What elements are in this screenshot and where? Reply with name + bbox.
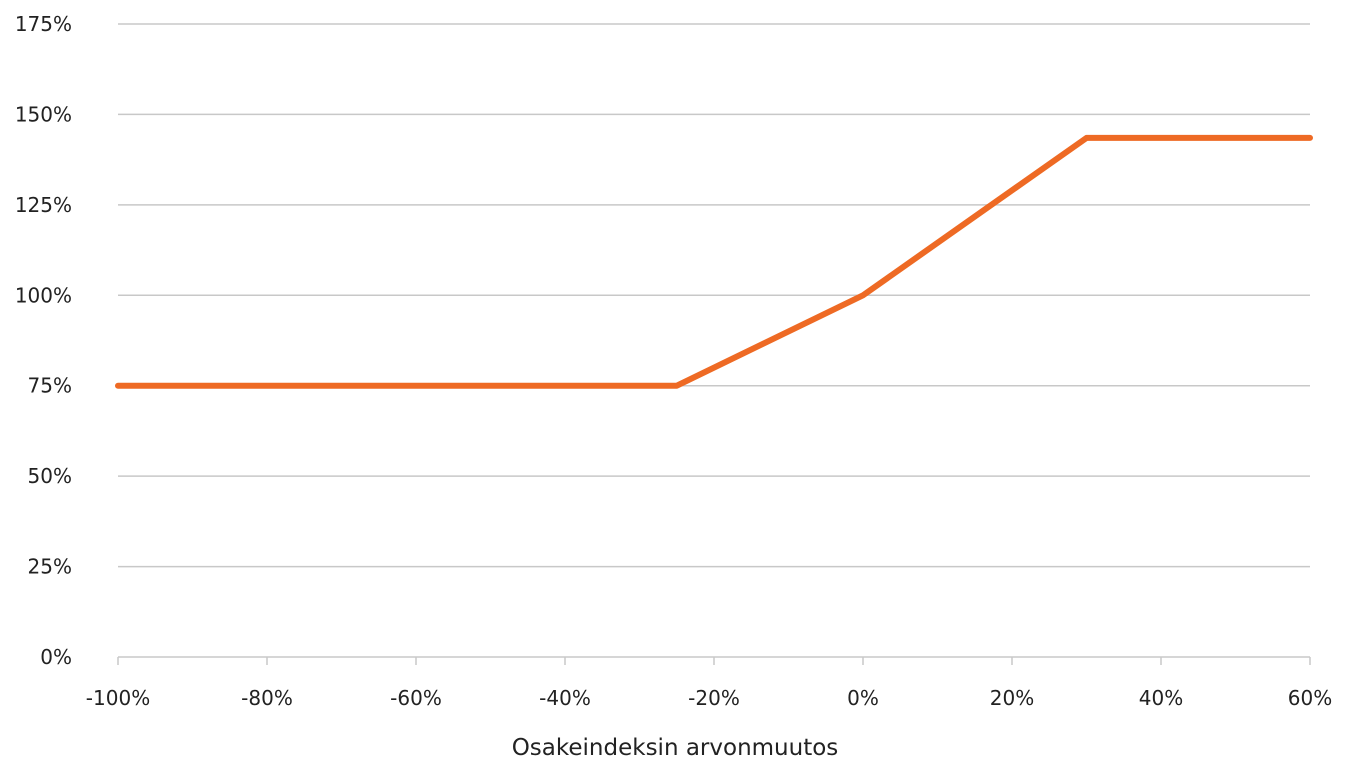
x-axis-tick-labels: -100% -80% -60% -40% -20% 0% 20% 40% 60% (86, 686, 1332, 710)
x-tick-label: -20% (688, 686, 740, 710)
y-tick-label: 100% (15, 283, 72, 307)
x-tick-label: 40% (1139, 686, 1183, 710)
y-tick-label: 25% (28, 555, 72, 579)
y-tick-label: 125% (15, 193, 72, 217)
x-tick-label: -80% (241, 686, 293, 710)
x-tick-label: 20% (990, 686, 1034, 710)
y-tick-label: 50% (28, 464, 72, 488)
y-tick-label: 0% (40, 645, 72, 669)
x-axis-ticks (117, 657, 1311, 665)
x-tick-label: -40% (539, 686, 591, 710)
y-axis-tick-labels: 0% 25% 50% 75% 100% 125% 150% 175% (15, 12, 72, 669)
series-group (115, 134, 1313, 389)
x-tick-label: 60% (1288, 686, 1332, 710)
gridlines (118, 23, 1310, 658)
x-axis-title: Osakeindeksin arvonmuutos (512, 735, 839, 758)
x-tick-label: -60% (390, 686, 442, 710)
series-line-0 (115, 134, 1313, 389)
x-tick-label: 0% (847, 686, 879, 710)
y-tick-label: 75% (28, 374, 72, 398)
y-tick-label: 150% (15, 102, 72, 126)
x-tick-label: -100% (86, 686, 150, 710)
y-tick-label: 175% (15, 12, 72, 36)
